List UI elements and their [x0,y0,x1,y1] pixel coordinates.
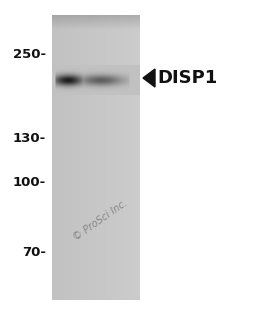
Polygon shape [143,69,155,87]
Text: DISP1: DISP1 [157,69,217,87]
Text: © ProSci Inc.: © ProSci Inc. [71,198,129,242]
Text: 100-: 100- [13,176,46,188]
Text: 130-: 130- [13,132,46,144]
Text: 70-: 70- [22,246,46,258]
Text: 250-: 250- [13,48,46,62]
